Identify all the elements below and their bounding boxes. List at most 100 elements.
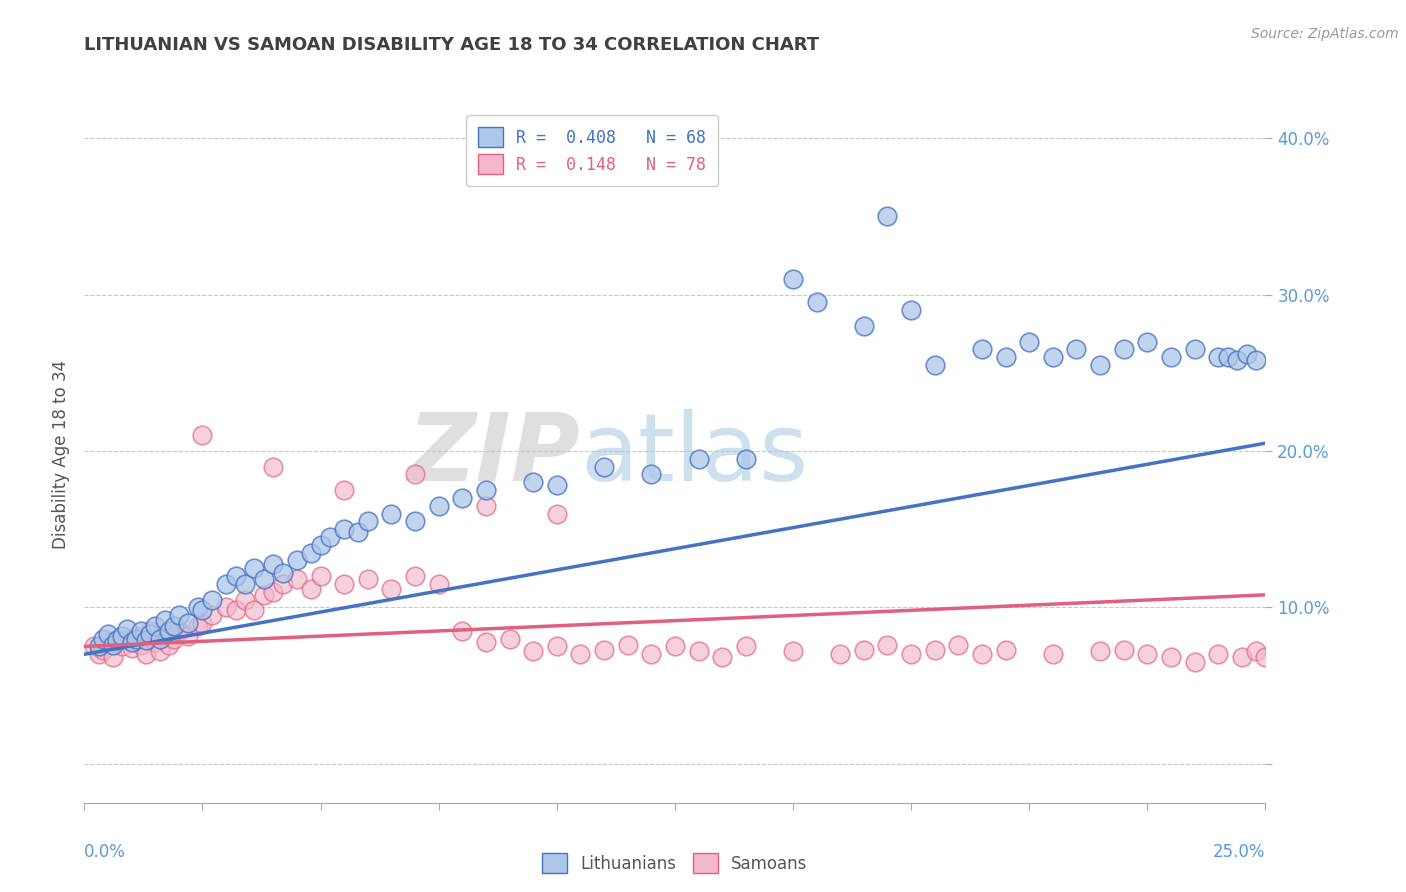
- Point: [285, 572, 308, 586]
- Point: [253, 572, 276, 586]
- Text: 0.0%: 0.0%: [84, 843, 127, 861]
- Point: [380, 507, 402, 521]
- Point: [153, 613, 176, 627]
- Point: [1184, 343, 1206, 357]
- Point: [215, 600, 238, 615]
- Point: [451, 624, 474, 638]
- Point: [640, 467, 662, 482]
- Point: [830, 647, 852, 661]
- Point: [948, 638, 970, 652]
- Point: [475, 499, 498, 513]
- Point: [1136, 334, 1159, 349]
- Point: [115, 622, 138, 636]
- Point: [333, 577, 356, 591]
- Point: [806, 295, 828, 310]
- Point: [593, 642, 616, 657]
- Point: [1112, 642, 1135, 657]
- Point: [187, 619, 209, 633]
- Point: [163, 619, 186, 633]
- Point: [1066, 343, 1088, 357]
- Point: [225, 603, 247, 617]
- Point: [101, 650, 124, 665]
- Point: [177, 628, 200, 642]
- Point: [83, 640, 105, 654]
- Point: [1254, 650, 1277, 665]
- Point: [782, 644, 804, 658]
- Point: [121, 634, 143, 648]
- Point: [253, 588, 276, 602]
- Point: [97, 627, 120, 641]
- Point: [319, 530, 342, 544]
- Point: [852, 642, 875, 657]
- Point: [143, 619, 166, 633]
- Point: [262, 557, 284, 571]
- Point: [333, 483, 356, 497]
- Point: [139, 624, 162, 638]
- Point: [262, 584, 284, 599]
- Point: [299, 546, 322, 560]
- Point: [900, 647, 922, 661]
- Point: [285, 553, 308, 567]
- Point: [201, 608, 224, 623]
- Point: [522, 475, 544, 490]
- Point: [357, 572, 380, 586]
- Point: [225, 569, 247, 583]
- Point: [1136, 647, 1159, 661]
- Point: [994, 642, 1017, 657]
- Point: [970, 343, 993, 357]
- Y-axis label: Disability Age 18 to 34: Disability Age 18 to 34: [52, 360, 70, 549]
- Point: [135, 647, 157, 661]
- Point: [177, 615, 200, 630]
- Point: [688, 644, 710, 658]
- Text: ZIP: ZIP: [408, 409, 581, 501]
- Point: [87, 647, 110, 661]
- Point: [271, 566, 294, 580]
- Point: [121, 640, 143, 655]
- Point: [1088, 644, 1111, 658]
- Point: [309, 538, 332, 552]
- Point: [357, 514, 380, 528]
- Point: [1184, 655, 1206, 669]
- Point: [616, 638, 638, 652]
- Point: [101, 638, 124, 652]
- Point: [129, 624, 152, 638]
- Point: [111, 628, 134, 642]
- Point: [1206, 350, 1229, 364]
- Point: [876, 210, 898, 224]
- Point: [167, 608, 190, 623]
- Point: [664, 640, 686, 654]
- Text: Source: ZipAtlas.com: Source: ZipAtlas.com: [1251, 27, 1399, 41]
- Point: [107, 633, 129, 648]
- Point: [734, 640, 756, 654]
- Text: LITHUANIAN VS SAMOAN DISABILITY AGE 18 TO 34 CORRELATION CHART: LITHUANIAN VS SAMOAN DISABILITY AGE 18 T…: [84, 36, 820, 54]
- Point: [97, 634, 120, 648]
- Point: [125, 628, 148, 642]
- Point: [309, 569, 332, 583]
- Point: [380, 582, 402, 596]
- Point: [1244, 644, 1267, 658]
- Point: [262, 459, 284, 474]
- Point: [994, 350, 1017, 364]
- Point: [157, 638, 180, 652]
- Point: [125, 632, 148, 646]
- Point: [153, 627, 176, 641]
- Point: [546, 640, 568, 654]
- Point: [782, 272, 804, 286]
- Point: [640, 647, 662, 661]
- Point: [924, 642, 946, 657]
- Point: [688, 451, 710, 466]
- Point: [129, 638, 152, 652]
- Point: [475, 634, 498, 648]
- Point: [191, 428, 214, 442]
- Point: [970, 647, 993, 661]
- Point: [427, 499, 450, 513]
- Point: [271, 577, 294, 591]
- Point: [243, 603, 266, 617]
- Point: [1216, 350, 1239, 364]
- Point: [91, 632, 114, 646]
- Point: [149, 644, 172, 658]
- Point: [1042, 647, 1064, 661]
- Point: [347, 525, 370, 540]
- Point: [149, 632, 172, 646]
- Point: [522, 644, 544, 658]
